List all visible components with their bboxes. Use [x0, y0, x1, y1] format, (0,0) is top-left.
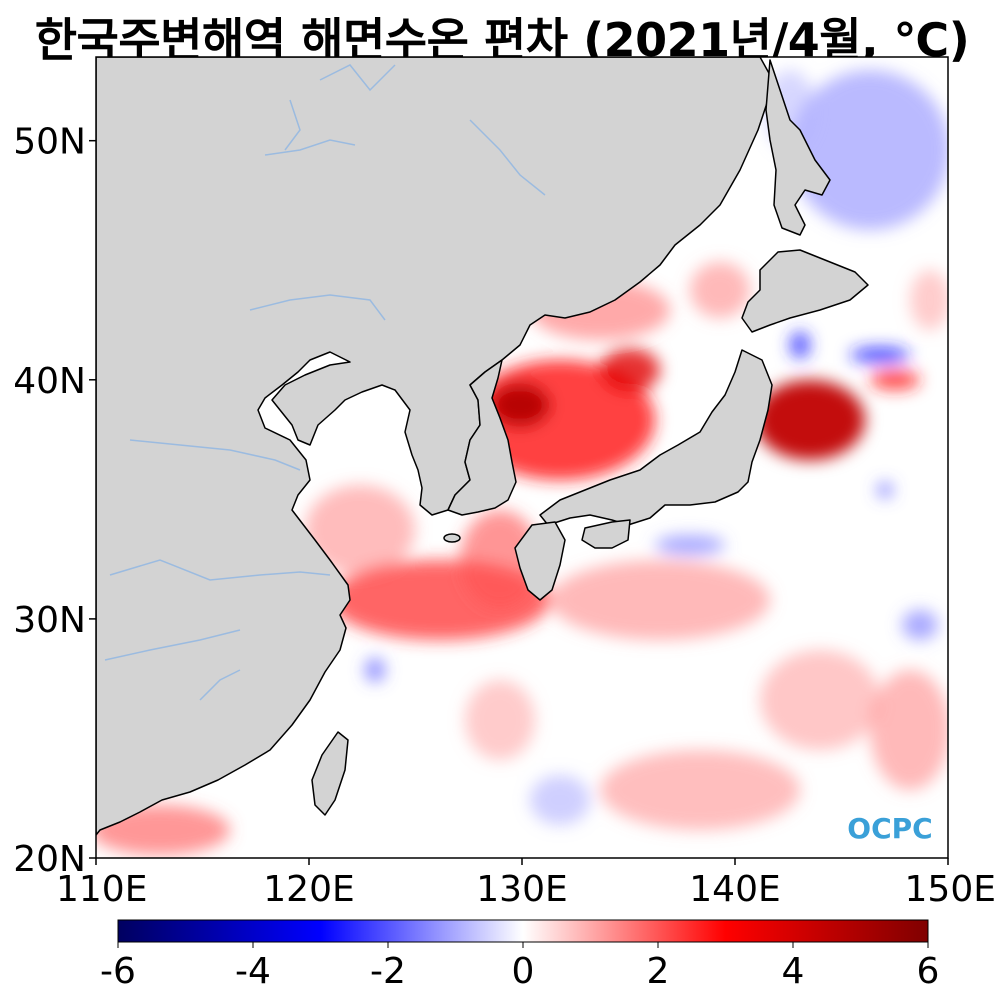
lat-tick-label: 50N — [13, 122, 86, 163]
jeju-island — [443, 533, 461, 543]
colorbar-labels: -6 -4 -2 0 2 4 6 — [100, 942, 939, 992]
honshu-island — [539, 349, 773, 526]
land — [96, 57, 869, 836]
lat-tick-label: 20N — [13, 839, 86, 880]
taiwan-island — [311, 731, 349, 816]
lon-tick-label: 120E — [263, 869, 354, 910]
lon-tick-label: 130E — [476, 869, 567, 910]
colorbar-tick-label: -2 — [370, 951, 406, 992]
lon-tick-label: 140E — [689, 869, 780, 910]
lon-tick-label: 150E — [905, 869, 996, 910]
lat-tick-label: 30N — [13, 600, 86, 641]
kyushu-island — [514, 521, 566, 601]
asian-mainland — [96, 57, 771, 836]
longitude-axis: 110E 120E 130E 140E 150E — [56, 858, 996, 910]
korean-peninsula — [447, 359, 517, 516]
rivers — [104, 64, 546, 701]
colorbar-tick-label: 6 — [917, 951, 940, 992]
sakhalin-island — [765, 59, 831, 236]
shikoku-island — [581, 519, 631, 549]
colorbar — [117, 919, 929, 943]
lon-tick-label: 110E — [56, 869, 147, 910]
lat-tick-label: 40N — [13, 361, 86, 402]
latitude-axis: 50N 40N 30N 20N — [13, 122, 96, 880]
ocpc-watermark: OCPC — [847, 812, 932, 845]
colorbar-tick-label: -4 — [235, 951, 271, 992]
hokkaido-island — [741, 249, 869, 333]
anomaly-field — [96, 70, 948, 855]
colorbar-tick-label: 0 — [512, 951, 535, 992]
colorbar-tick-label: -6 — [100, 951, 136, 992]
colorbar-tick-label: 4 — [782, 951, 805, 992]
colorbar-tick-label: 2 — [647, 951, 670, 992]
